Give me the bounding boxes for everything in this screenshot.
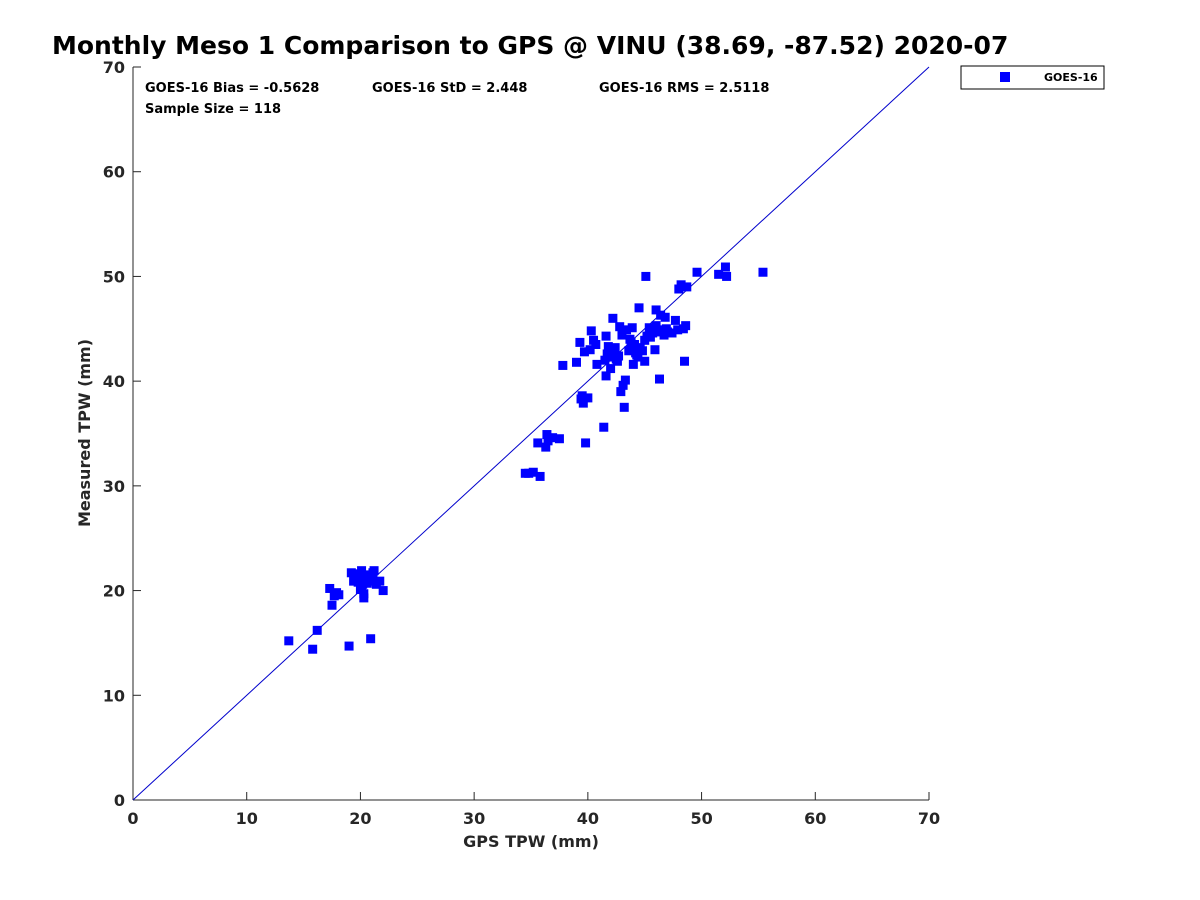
x-tick-label: 10 xyxy=(236,809,258,828)
x-tick-label: 50 xyxy=(690,809,712,828)
data-point xyxy=(722,272,731,281)
y-tick-label: 0 xyxy=(114,791,125,810)
data-point xyxy=(721,263,730,272)
data-point xyxy=(610,345,619,354)
legend-marker-square xyxy=(1000,72,1010,82)
data-point xyxy=(758,268,767,277)
x-tick-label: 30 xyxy=(463,809,485,828)
rms-annotation: GOES-16 RMS = 2.5118 xyxy=(599,81,769,96)
legend-entry-goes-16: GOES-16 xyxy=(1044,71,1098,84)
x-axis-label: GPS TPW (mm) xyxy=(463,832,599,851)
chart-title: Monthly Meso 1 Comparison to GPS @ VINU … xyxy=(52,31,1008,60)
x-tick-label: 0 xyxy=(127,809,138,828)
data-point xyxy=(575,338,584,347)
data-point xyxy=(646,333,655,342)
data-point xyxy=(572,358,581,367)
y-tick-label: 40 xyxy=(103,372,125,391)
data-point xyxy=(650,345,659,354)
x-tick-label: 70 xyxy=(918,809,940,828)
data-point xyxy=(328,601,337,610)
y-tick-label: 50 xyxy=(103,267,125,286)
plot-area: 0 10 20 30 40 50 60 70 0 10 20 30 40 50 60 70 xyxy=(103,58,940,828)
one-to-one-reference-line xyxy=(133,67,929,800)
data-point xyxy=(375,577,384,586)
data-point xyxy=(366,634,375,643)
data-point xyxy=(370,566,379,575)
y-tick-label: 70 xyxy=(103,58,125,77)
bias-annotation: GOES-16 Bias = -0.5628 xyxy=(145,81,319,96)
data-point xyxy=(635,303,644,312)
data-point xyxy=(640,357,649,366)
x-tick-label: 40 xyxy=(577,809,599,828)
data-point xyxy=(662,324,671,333)
y-axis-label: Measured TPW (mm) xyxy=(75,339,94,527)
data-point xyxy=(621,376,630,385)
std-annotation: GOES-16 StD = 2.448 xyxy=(372,81,527,96)
data-point xyxy=(313,626,322,635)
sample-size-annotation: Sample Size = 118 xyxy=(145,102,281,117)
data-point xyxy=(345,642,354,651)
x-tick-label: 60 xyxy=(804,809,826,828)
data-point xyxy=(587,326,596,335)
data-point xyxy=(628,323,637,332)
data-point xyxy=(661,313,670,322)
data-point xyxy=(581,438,590,447)
data-point xyxy=(602,332,611,341)
data-point xyxy=(620,403,629,412)
data-point xyxy=(641,272,650,281)
data-point xyxy=(613,357,622,366)
data-point xyxy=(558,361,567,370)
data-point xyxy=(533,438,542,447)
legend: GOES-16 xyxy=(961,66,1104,89)
data-point xyxy=(284,636,293,645)
data-point xyxy=(680,357,689,366)
data-point xyxy=(682,282,691,291)
data-point xyxy=(681,321,690,330)
y-tick-label: 60 xyxy=(103,163,125,182)
data-point xyxy=(308,645,317,654)
y-tick-label: 30 xyxy=(103,477,125,496)
data-point xyxy=(354,578,363,587)
x-tick-label: 20 xyxy=(349,809,371,828)
data-point xyxy=(632,350,641,359)
data-point xyxy=(589,336,598,345)
y-tick-label: 20 xyxy=(103,582,125,601)
data-point xyxy=(693,268,702,277)
data-point xyxy=(608,314,617,323)
data-point xyxy=(592,360,601,369)
data-point xyxy=(583,393,592,402)
data-point xyxy=(334,590,343,599)
data-point xyxy=(655,375,664,384)
data-point xyxy=(599,423,608,432)
data-point xyxy=(536,472,545,481)
data-point xyxy=(671,316,680,325)
y-tick-label: 10 xyxy=(103,686,125,705)
data-point xyxy=(379,586,388,595)
data-point xyxy=(625,335,634,344)
data-point xyxy=(555,434,564,443)
